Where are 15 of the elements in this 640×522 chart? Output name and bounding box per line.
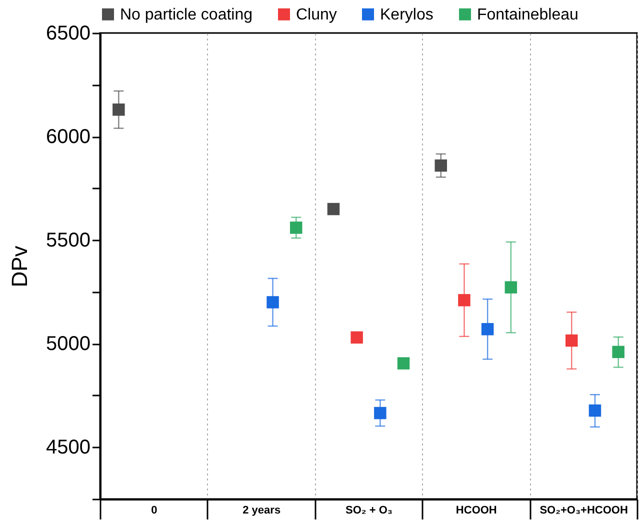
y-tick-label: 5500: [46, 230, 90, 252]
y-tick-label: 6000: [46, 126, 90, 148]
x-tick-label: HCOOH: [456, 504, 497, 516]
y-tick-label: 4500: [46, 436, 90, 459]
x-tick-label: SO₂+O₃+HCOOH: [540, 504, 628, 516]
x-tick-label: SO₂ + O₃: [346, 504, 392, 516]
y-tick-label: 5000: [46, 333, 90, 356]
legend-label: Kerylos: [380, 6, 434, 24]
x-tick-label: 2 years: [242, 504, 281, 516]
legend-label: Fontainebleau: [477, 6, 578, 24]
legend-label: Cluny: [296, 6, 337, 24]
x-tick-label: 0: [151, 504, 158, 516]
y-axis-title: DPv: [7, 246, 32, 288]
y-tick-label: 6500: [46, 22, 90, 44]
legend-label: No particle coating: [120, 6, 253, 24]
